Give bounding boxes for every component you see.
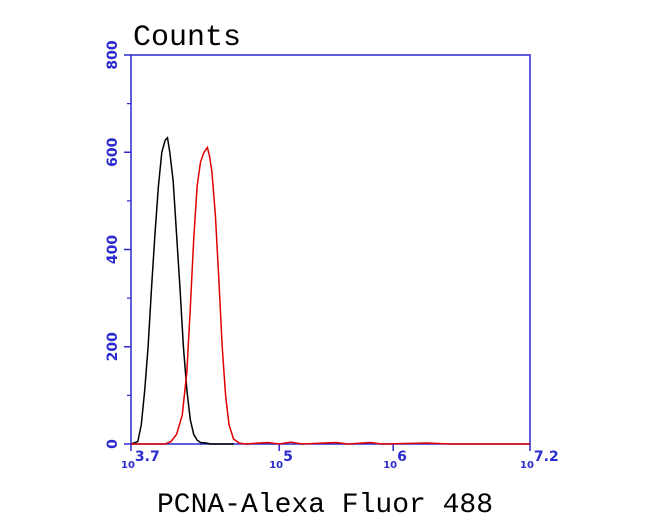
y-tick-label: 400	[105, 235, 121, 264]
tick-exponent: 6	[397, 449, 407, 465]
x-axis-label: PCNA-Alexa Fluor 488	[157, 490, 493, 521]
tick-base: 10	[269, 460, 283, 471]
y-tick-label: 600	[105, 137, 121, 166]
chart-title: Counts	[133, 21, 241, 55]
x-tick-label: 106	[383, 449, 407, 471]
tick-exponent: 5	[283, 449, 293, 465]
histogram-line	[130, 136, 234, 445]
y-tick-label: 0	[105, 439, 121, 449]
tick-base: 10	[383, 460, 397, 471]
x-tick-label: 107.2	[520, 449, 559, 471]
tick-exponent: 7.2	[534, 449, 559, 465]
plot-frame	[130, 54, 531, 445]
tick-exponent: 3.7	[135, 449, 160, 465]
y-tick-label: 200	[105, 332, 121, 361]
x-tick-label: 103.7	[121, 449, 160, 471]
y-tick-label: 800	[105, 40, 121, 69]
x-tick-label: 105	[269, 449, 293, 471]
tick-base: 10	[121, 460, 135, 471]
tick-base: 10	[520, 460, 534, 471]
histogram-line	[131, 145, 530, 445]
